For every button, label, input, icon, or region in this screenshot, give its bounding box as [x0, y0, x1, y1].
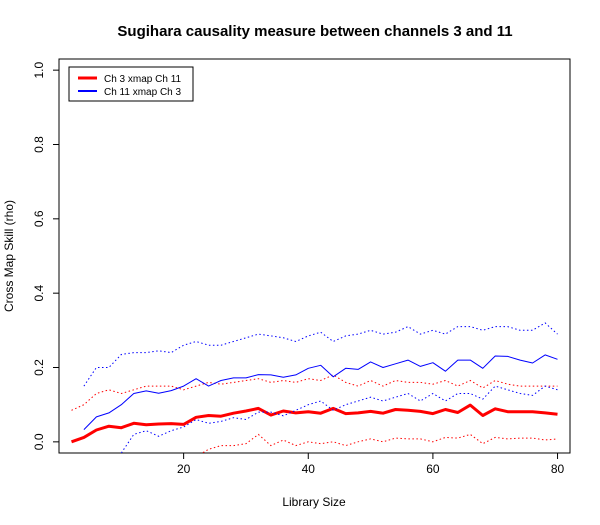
- series-ch3-xmap-ch11-mean-line: [70, 403, 558, 444]
- y-tick-label: 0.0: [32, 433, 46, 450]
- series-ch11-xmap-ch3: [83, 322, 558, 453]
- series-ch11-xmap-ch3-upper-bound: [83, 322, 558, 387]
- y-axis: 0.0 0.2 0.4 0.6 0.8 1.0: [32, 61, 59, 450]
- series-ch11-xmap-ch3-mean-line: [83, 354, 558, 430]
- x-tick-label: 60: [426, 462, 440, 476]
- legend-box: [68, 66, 194, 102]
- y-tick-label: 1.0: [32, 61, 46, 78]
- series-ch11-xmap-ch3-lower-bound: [120, 385, 558, 453]
- legend-label-ch3-xmap-ch11: Ch 3 xmap Ch 11: [104, 74, 182, 85]
- y-tick-label: 0.2: [32, 359, 46, 376]
- y-tick-label: 0.6: [32, 210, 46, 227]
- x-axis-label: Library Size: [282, 495, 346, 509]
- series-ch3-xmap-ch11-upper-bound: [71, 374, 558, 411]
- chart-title: Sugihara causality measure between chann…: [117, 23, 512, 40]
- x-tick-label: 20: [177, 462, 191, 476]
- y-tick-label: 0.4: [32, 285, 46, 302]
- x-tick-label: 40: [302, 462, 316, 476]
- series-ch3-xmap-ch11: [70, 374, 558, 453]
- x-tick-label: 80: [551, 462, 565, 476]
- legend-label-ch11-xmap-ch3: Ch 11 xmap Ch 3: [104, 87, 182, 98]
- series-layer: [70, 322, 558, 453]
- x-axis: 20 40 60 80: [177, 453, 565, 476]
- y-tick-label: 0.8: [32, 136, 46, 153]
- y-axis-label: Cross Map Skill (rho): [2, 200, 16, 312]
- plot-frame: [58, 58, 571, 454]
- legend: Ch 3 xmap Ch 11 Ch 11 xmap Ch 3: [68, 66, 194, 102]
